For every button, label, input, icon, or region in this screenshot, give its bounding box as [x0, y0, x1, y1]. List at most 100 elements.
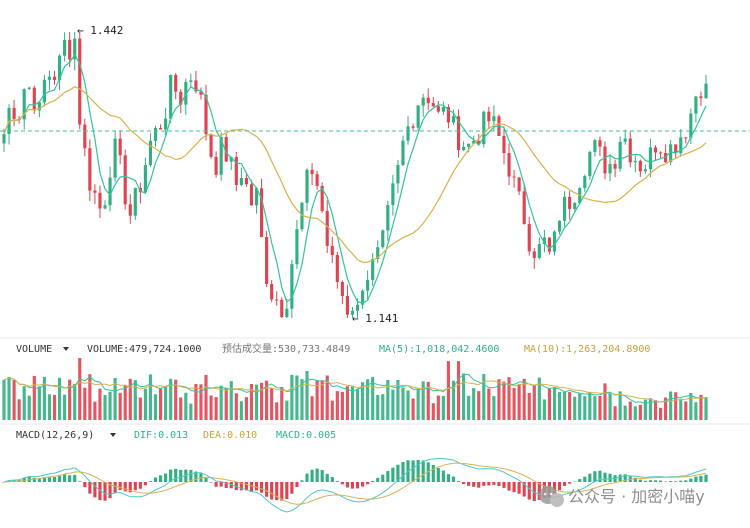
volume-bar — [7, 377, 11, 420]
candle-body — [153, 127, 158, 141]
volume-bar — [63, 394, 67, 420]
volume-bar — [704, 397, 708, 420]
caret-down-icon[interactable] — [110, 433, 116, 437]
volume-bar — [699, 394, 703, 420]
macd-histogram-bar — [462, 482, 466, 485]
macd-histogram-bar — [608, 473, 612, 482]
candle-body — [194, 80, 198, 92]
candle-body — [270, 284, 274, 300]
volume-bar — [623, 405, 627, 420]
volume-bar — [295, 375, 299, 420]
candle-body — [396, 164, 400, 184]
candle-body — [406, 126, 410, 141]
ma-short-line — [3, 53, 707, 305]
volume-bar — [52, 394, 57, 420]
macd-panel[interactable] — [2, 457, 708, 513]
candle-body — [355, 304, 360, 311]
candle-body — [204, 94, 208, 135]
candle-body — [664, 152, 668, 163]
caret-down-icon[interactable] — [63, 347, 69, 351]
volume-value: VOLUME:479,724.1000 — [87, 344, 201, 355]
volume-bar — [507, 377, 511, 420]
volume-ma10-line — [3, 377, 707, 403]
volume-bar — [658, 407, 663, 420]
candle-body — [350, 310, 355, 315]
volume-bar — [436, 395, 440, 420]
macd-histogram-bar — [376, 477, 380, 482]
macd-histogram-bar — [265, 482, 269, 497]
candle-body — [143, 165, 147, 193]
price-panel[interactable] — [2, 32, 708, 318]
volume-bar — [406, 390, 410, 420]
candle-body — [52, 76, 57, 81]
volume-bar — [679, 398, 683, 420]
volume-bar — [315, 380, 319, 420]
volume-bar — [563, 391, 567, 420]
volume-bar — [265, 380, 269, 420]
volume-bar — [527, 392, 531, 420]
macd-histogram-bar — [194, 471, 198, 482]
macd-title[interactable]: MACD(12,26,9) — [16, 430, 94, 441]
volume-bar — [285, 400, 289, 420]
volume-bar — [113, 377, 117, 420]
volume-bar — [123, 385, 127, 420]
candle-body — [103, 205, 107, 209]
volume-bar — [158, 388, 163, 420]
candle-body — [628, 138, 632, 163]
volume-bar — [164, 386, 168, 420]
volume-bar — [214, 397, 218, 420]
candle-body — [93, 190, 97, 193]
macd-histogram-bar — [371, 480, 375, 482]
volume-bar — [694, 402, 698, 420]
volume-bar — [472, 388, 476, 420]
candle-body — [265, 237, 269, 285]
macd-histogram-bar — [224, 482, 228, 488]
candle-body — [462, 146, 466, 151]
candle-body — [280, 299, 284, 318]
volume-bar — [441, 395, 445, 420]
volume-bar — [371, 376, 375, 420]
volume-bar — [249, 383, 254, 420]
macd-histogram-bar — [648, 480, 653, 482]
volume-bar — [12, 380, 16, 420]
macd-histogram-bar — [386, 471, 390, 482]
volume-bar — [194, 383, 198, 420]
macd-histogram-bar — [684, 480, 688, 482]
macd-histogram-bar — [482, 482, 486, 486]
macd-histogram-bar — [588, 473, 592, 482]
candle-body — [547, 237, 552, 252]
macd-histogram-bar — [184, 469, 188, 482]
volume-bar — [557, 392, 562, 420]
macd-histogram-bar — [441, 470, 445, 482]
macd-histogram-bar — [653, 480, 658, 482]
macd-histogram-bar — [472, 482, 476, 487]
macd-histogram-bar — [699, 475, 703, 482]
macd-histogram-bar — [340, 482, 344, 485]
candle-body — [436, 106, 440, 112]
macd-histogram-bar — [401, 462, 405, 482]
dea-line — [3, 462, 707, 505]
macd-histogram-bar — [219, 482, 223, 487]
volume-bar — [174, 379, 178, 420]
candle-body — [669, 144, 673, 163]
macd-histogram-bar — [143, 482, 147, 486]
volume-bar — [199, 384, 203, 420]
macd-histogram-bar — [451, 476, 456, 482]
volume-panel[interactable] — [2, 358, 708, 420]
volume-title[interactable]: VOLUME — [16, 344, 52, 355]
macd-histogram-bar — [174, 468, 178, 482]
candle-body — [189, 80, 193, 82]
candle-body — [219, 137, 223, 175]
volume-bar — [664, 397, 668, 420]
candle-body — [492, 116, 496, 122]
macd-histogram-bar — [330, 477, 334, 482]
candle-body — [209, 134, 213, 157]
volume-bar — [633, 406, 637, 420]
candle-body — [608, 163, 612, 174]
volume-bar — [411, 398, 415, 420]
candle-body — [653, 147, 658, 153]
candle-body — [658, 152, 663, 154]
volume-bar — [128, 378, 132, 420]
macd-histogram-bar — [214, 482, 218, 487]
